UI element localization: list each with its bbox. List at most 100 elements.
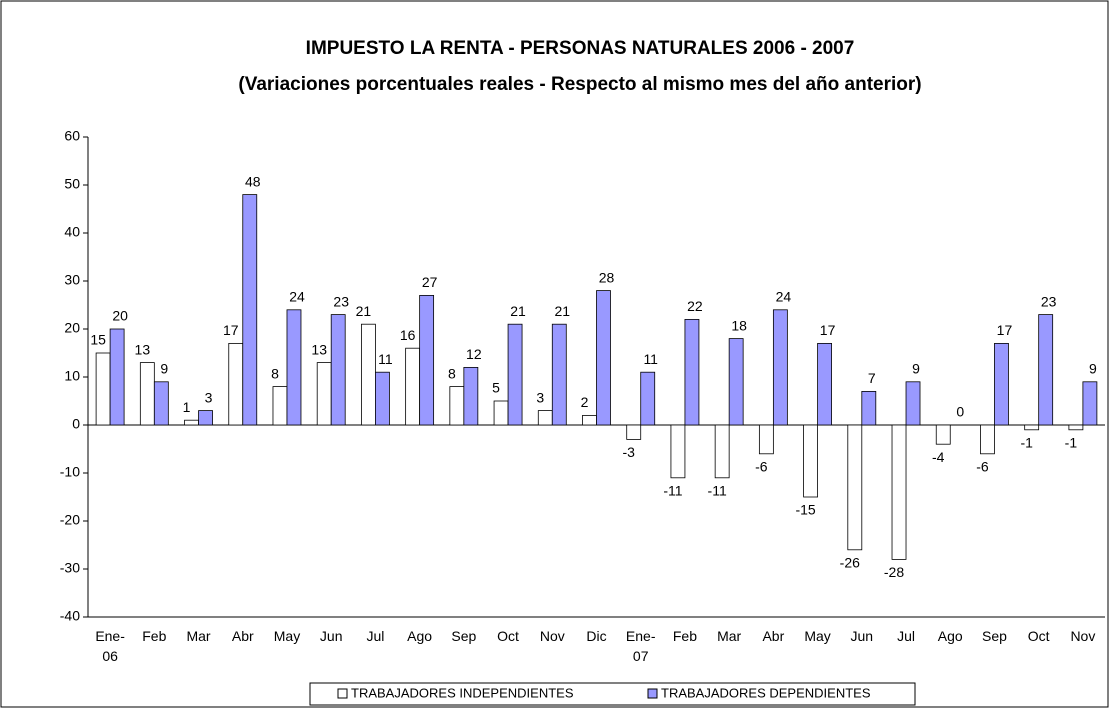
bar bbox=[375, 371, 390, 426]
data-label: -11 bbox=[708, 483, 727, 499]
x-tick-label: Feb bbox=[142, 628, 166, 644]
data-label: 3 bbox=[536, 389, 544, 405]
bar bbox=[714, 424, 730, 479]
bar bbox=[803, 424, 818, 498]
bar bbox=[198, 410, 213, 426]
y-tick-label: -30 bbox=[60, 560, 80, 576]
x-tick-label: Sep bbox=[451, 628, 476, 644]
bar bbox=[316, 362, 332, 426]
data-label: 17 bbox=[223, 322, 239, 338]
x-tick-label: Nov bbox=[540, 628, 565, 644]
x-tick-label: Mar bbox=[186, 628, 210, 644]
data-label: 22 bbox=[687, 298, 703, 314]
data-label: 17 bbox=[997, 322, 1013, 338]
chart-title: IMPUESTO LA RENTA - PERSONAS NATURALES 2… bbox=[306, 38, 855, 59]
bar bbox=[640, 371, 656, 426]
y-tick-label: 50 bbox=[64, 176, 80, 192]
data-label: 21 bbox=[510, 303, 526, 319]
bar bbox=[935, 424, 951, 445]
bar bbox=[507, 323, 523, 426]
data-label: 9 bbox=[912, 361, 920, 377]
x-tick-label: Ago bbox=[407, 628, 432, 644]
bar bbox=[980, 424, 995, 455]
x-tick-label: Abr bbox=[762, 628, 784, 644]
chart-subtitle: (Variaciones porcentuales reales - Respe… bbox=[238, 74, 921, 95]
data-label: 24 bbox=[776, 289, 792, 305]
x-tick-label: Nov bbox=[1070, 628, 1095, 644]
data-label: 23 bbox=[1041, 293, 1057, 309]
data-label: 18 bbox=[731, 317, 747, 333]
x-tick-label: Jun bbox=[851, 628, 874, 644]
data-label: 17 bbox=[820, 322, 836, 338]
data-label: -6 bbox=[755, 459, 768, 475]
data-label: 0 bbox=[956, 404, 964, 420]
data-label: 11 bbox=[378, 351, 393, 367]
data-label: 11 bbox=[643, 351, 658, 367]
data-label: 9 bbox=[1089, 361, 1097, 377]
x-tick-label: Mar bbox=[717, 628, 741, 644]
x-tick-label: Dic bbox=[586, 628, 606, 644]
bar bbox=[1038, 314, 1054, 426]
x-tick-label: Ago bbox=[938, 628, 963, 644]
bar bbox=[109, 328, 125, 426]
data-label: 24 bbox=[289, 289, 305, 305]
data-label: -4 bbox=[932, 449, 945, 465]
bar bbox=[419, 294, 435, 426]
bar bbox=[228, 342, 244, 426]
bar bbox=[670, 424, 686, 479]
x-tick-label: Jul bbox=[897, 628, 915, 644]
legend-label: TRABAJADORES INDEPENDIENTES bbox=[351, 685, 574, 700]
data-label: -1 bbox=[1065, 435, 1078, 451]
data-label: 9 bbox=[160, 361, 168, 377]
bar bbox=[582, 414, 597, 426]
x-tick-label: Sep bbox=[982, 628, 1007, 644]
data-label: 7 bbox=[868, 370, 876, 386]
data-label: 48 bbox=[245, 173, 261, 189]
y-tick-label: 60 bbox=[64, 128, 80, 144]
y-tick-label: 30 bbox=[64, 272, 80, 288]
bar bbox=[272, 386, 288, 426]
bar bbox=[1082, 381, 1098, 426]
bar bbox=[596, 290, 611, 426]
data-label: 8 bbox=[448, 365, 456, 381]
bar bbox=[1024, 424, 1040, 431]
y-tick-label: 20 bbox=[64, 320, 80, 336]
x-tick-label: Abr bbox=[232, 628, 254, 644]
legend-swatch bbox=[647, 688, 658, 699]
bar bbox=[728, 338, 744, 426]
x-tick-label: Oct bbox=[497, 628, 519, 644]
x-tick-label: May bbox=[804, 628, 830, 644]
data-label: 16 bbox=[400, 327, 416, 343]
bar bbox=[891, 424, 907, 560]
data-label: -11 bbox=[663, 483, 682, 499]
data-label: -3 bbox=[622, 444, 635, 460]
bar bbox=[772, 309, 788, 426]
x-tick-label: Oct bbox=[1028, 628, 1050, 644]
data-label: -28 bbox=[884, 564, 904, 580]
bar bbox=[847, 424, 863, 551]
data-label: 12 bbox=[466, 346, 482, 362]
x-tick-label: Jul bbox=[366, 628, 384, 644]
data-label: -15 bbox=[795, 502, 815, 518]
data-label: 13 bbox=[311, 341, 327, 357]
bar bbox=[361, 323, 376, 426]
x-tick-label: Ene-06 bbox=[95, 628, 125, 664]
x-tick-label: Jun bbox=[320, 628, 343, 644]
legend-label: TRABAJADORES DEPENDIENTES bbox=[661, 685, 871, 700]
y-tick-label: -40 bbox=[60, 608, 80, 624]
data-label: 5 bbox=[492, 380, 500, 396]
y-tick-label: -10 bbox=[60, 464, 80, 480]
bar bbox=[449, 386, 465, 426]
bar bbox=[95, 352, 111, 426]
data-label: -1 bbox=[1020, 435, 1033, 451]
bar bbox=[994, 342, 1009, 426]
y-tick-label: -20 bbox=[60, 512, 80, 528]
data-label: 15 bbox=[90, 332, 106, 348]
data-label: 1 bbox=[183, 399, 191, 415]
y-tick-label: 10 bbox=[64, 368, 80, 384]
data-label: 20 bbox=[112, 308, 128, 324]
bar bbox=[626, 424, 642, 440]
bar bbox=[758, 424, 774, 455]
data-label: 28 bbox=[599, 269, 615, 285]
